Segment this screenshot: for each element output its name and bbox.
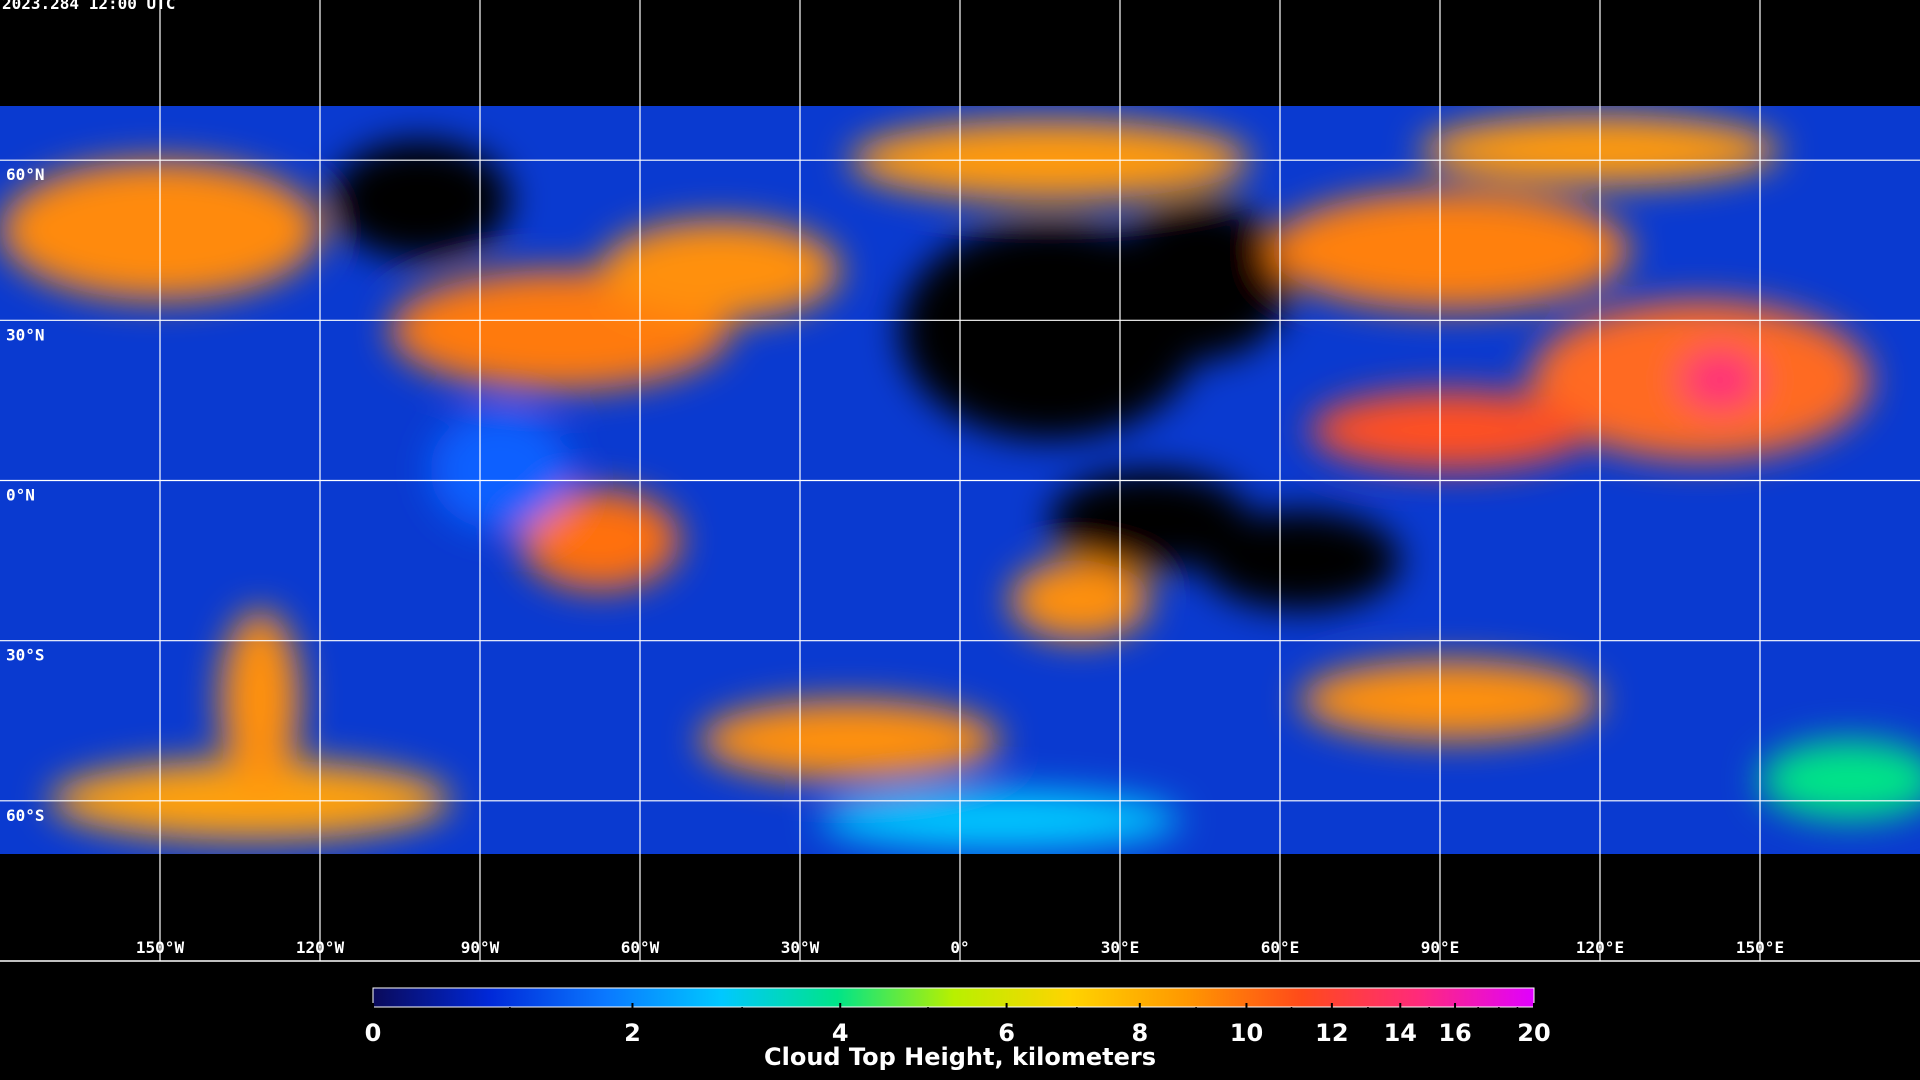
longitude-label: 120°W — [296, 938, 345, 957]
colorbar-tick-label: 6 — [998, 1019, 1015, 1047]
longitude-label: 30°E — [1101, 938, 1140, 957]
latitude-label: 30°S — [6, 646, 45, 665]
latitude-label: 60°N — [6, 165, 45, 184]
longitude-label: 120°E — [1576, 938, 1624, 957]
longitude-label: 0° — [950, 938, 969, 957]
latitude-label: 0°N — [6, 486, 35, 505]
latitude-label: 60°S — [6, 806, 45, 825]
colorbar-title: Cloud Top Height, kilometers — [764, 1043, 1156, 1071]
colorbar-tick-label: 12 — [1315, 1019, 1348, 1047]
longitude-label: 150°W — [136, 938, 185, 957]
colorbar-tick-label: 2 — [624, 1019, 641, 1047]
timestamp: 2023.284 12:00 UTC — [2, 0, 175, 13]
latitude-label: 30°N — [6, 325, 45, 344]
longitude-label: 60°W — [621, 938, 660, 957]
colorbar-tick-label: 16 — [1438, 1019, 1471, 1047]
colorbar-tick-label: 14 — [1384, 1019, 1417, 1047]
colorbar-tick-label: 8 — [1131, 1019, 1148, 1047]
colorbar-tick-label: 4 — [832, 1019, 849, 1047]
colorbar-tick-label: 10 — [1230, 1019, 1263, 1047]
longitude-label: 150°E — [1736, 938, 1784, 957]
longitude-label: 90°E — [1421, 938, 1460, 957]
longitude-label: 30°W — [781, 938, 820, 957]
colorbar-tick-label: 0 — [365, 1019, 382, 1047]
colorbar-tick-label: 20 — [1517, 1019, 1550, 1047]
longitude-label: 90°W — [461, 938, 500, 957]
longitude-label: 60°E — [1261, 938, 1300, 957]
colorbar — [372, 987, 1535, 1008]
